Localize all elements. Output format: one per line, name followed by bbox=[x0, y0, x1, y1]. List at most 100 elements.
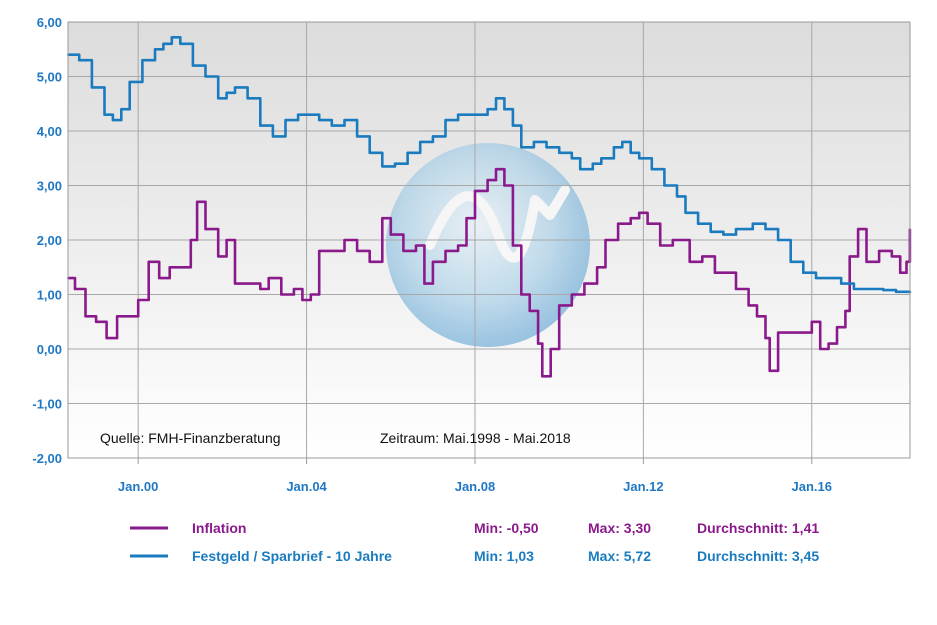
data-point bbox=[486, 179, 489, 181]
data-point bbox=[162, 42, 165, 45]
data-point bbox=[528, 309, 531, 312]
data-point bbox=[495, 97, 497, 100]
data-point bbox=[297, 113, 300, 116]
data-point bbox=[777, 331, 779, 334]
data-point bbox=[604, 239, 607, 241]
data-point bbox=[469, 113, 472, 116]
data-point bbox=[722, 233, 725, 236]
legend: Inflation Min: -0,50 Max: 3,30 Durchschn… bbox=[130, 520, 819, 564]
data-point bbox=[764, 228, 767, 231]
legend-max-festgeld: Max: 5,72 bbox=[588, 548, 651, 564]
data-point bbox=[768, 369, 771, 372]
data-point bbox=[895, 290, 897, 293]
data-point bbox=[284, 119, 287, 121]
data-point bbox=[549, 348, 552, 350]
data-point bbox=[533, 141, 535, 143]
data-point bbox=[431, 135, 434, 138]
data-point bbox=[570, 157, 573, 160]
data-point bbox=[78, 59, 81, 62]
data-point bbox=[368, 260, 371, 263]
data-point bbox=[503, 184, 506, 187]
data-point bbox=[179, 266, 182, 269]
legend-max-inflation: Max: 3,30 bbox=[588, 520, 651, 536]
data-point bbox=[680, 239, 683, 241]
data-point bbox=[204, 75, 207, 78]
data-point bbox=[810, 320, 813, 323]
data-point bbox=[612, 146, 615, 149]
data-point bbox=[735, 228, 737, 231]
data-point bbox=[865, 260, 868, 263]
data-point bbox=[844, 309, 847, 312]
data-point bbox=[650, 168, 653, 171]
data-point bbox=[520, 293, 523, 296]
data-point bbox=[511, 244, 514, 247]
data-point bbox=[621, 141, 624, 143]
x-tick-label: Jan.08 bbox=[455, 479, 495, 494]
data-point bbox=[217, 255, 220, 258]
data-point bbox=[600, 157, 603, 160]
data-point bbox=[714, 271, 716, 274]
legend-min-festgeld: Min: 1,03 bbox=[474, 548, 534, 564]
data-point bbox=[116, 315, 119, 318]
data-point bbox=[406, 151, 409, 154]
data-point bbox=[389, 233, 392, 236]
data-point bbox=[596, 266, 598, 269]
data-point bbox=[558, 304, 561, 307]
data-point bbox=[246, 282, 249, 285]
legend-avg-festgeld: Durchschnitt: 3,45 bbox=[697, 548, 819, 564]
data-point bbox=[112, 119, 114, 121]
data-point bbox=[735, 288, 737, 290]
data-point bbox=[141, 59, 144, 62]
data-point bbox=[95, 320, 97, 323]
legend-min-inflation: Min: -0,50 bbox=[474, 520, 539, 536]
y-tick-label: 2,00 bbox=[37, 233, 62, 248]
y-tick-label: 1,00 bbox=[37, 288, 62, 303]
data-point bbox=[74, 288, 76, 290]
data-point bbox=[444, 250, 447, 252]
data-point bbox=[840, 282, 843, 285]
plot-frame bbox=[67, 21, 911, 459]
data-point bbox=[356, 250, 358, 252]
data-point bbox=[305, 113, 308, 116]
data-point bbox=[890, 255, 893, 258]
data-point bbox=[444, 119, 447, 121]
legend-avg-inflation: Durchschnitt: 1,41 bbox=[697, 520, 819, 536]
series-lines bbox=[66, 36, 912, 378]
data-point bbox=[815, 277, 817, 280]
data-point bbox=[84, 315, 87, 318]
data-point bbox=[419, 141, 422, 143]
data-point bbox=[431, 260, 434, 263]
data-point bbox=[246, 97, 249, 100]
x-tick-label: Jan.04 bbox=[286, 479, 327, 494]
data-point bbox=[722, 271, 725, 274]
data-point bbox=[541, 375, 544, 378]
data-point bbox=[259, 124, 262, 127]
data-point bbox=[878, 250, 881, 252]
data-point bbox=[90, 86, 93, 89]
data-point bbox=[465, 217, 468, 220]
x-tick-label: Jan.16 bbox=[792, 479, 832, 494]
legend-label-festgeld: Festgeld / Sparbrief - 10 Jahre bbox=[192, 548, 392, 564]
data-point bbox=[537, 342, 540, 345]
data-point bbox=[402, 250, 405, 252]
data-point bbox=[638, 211, 641, 214]
data-point bbox=[105, 337, 108, 339]
data-point bbox=[629, 151, 632, 154]
data-point bbox=[318, 119, 321, 121]
data-point bbox=[827, 342, 830, 345]
data-point bbox=[225, 91, 228, 94]
y-tick-label: -2,00 bbox=[32, 451, 62, 466]
data-point bbox=[204, 228, 207, 231]
y-tick-label: 6,00 bbox=[37, 15, 62, 30]
data-point bbox=[126, 315, 129, 318]
data-point bbox=[381, 217, 384, 220]
data-point bbox=[103, 113, 106, 116]
data-point bbox=[120, 108, 123, 111]
data-point bbox=[751, 222, 754, 225]
data-point bbox=[570, 293, 573, 296]
data-point bbox=[267, 277, 270, 280]
data-point bbox=[819, 348, 822, 350]
y-tick-label: -1,00 bbox=[32, 397, 62, 412]
data-point bbox=[789, 331, 792, 334]
legend-label-inflation: Inflation bbox=[192, 520, 246, 536]
